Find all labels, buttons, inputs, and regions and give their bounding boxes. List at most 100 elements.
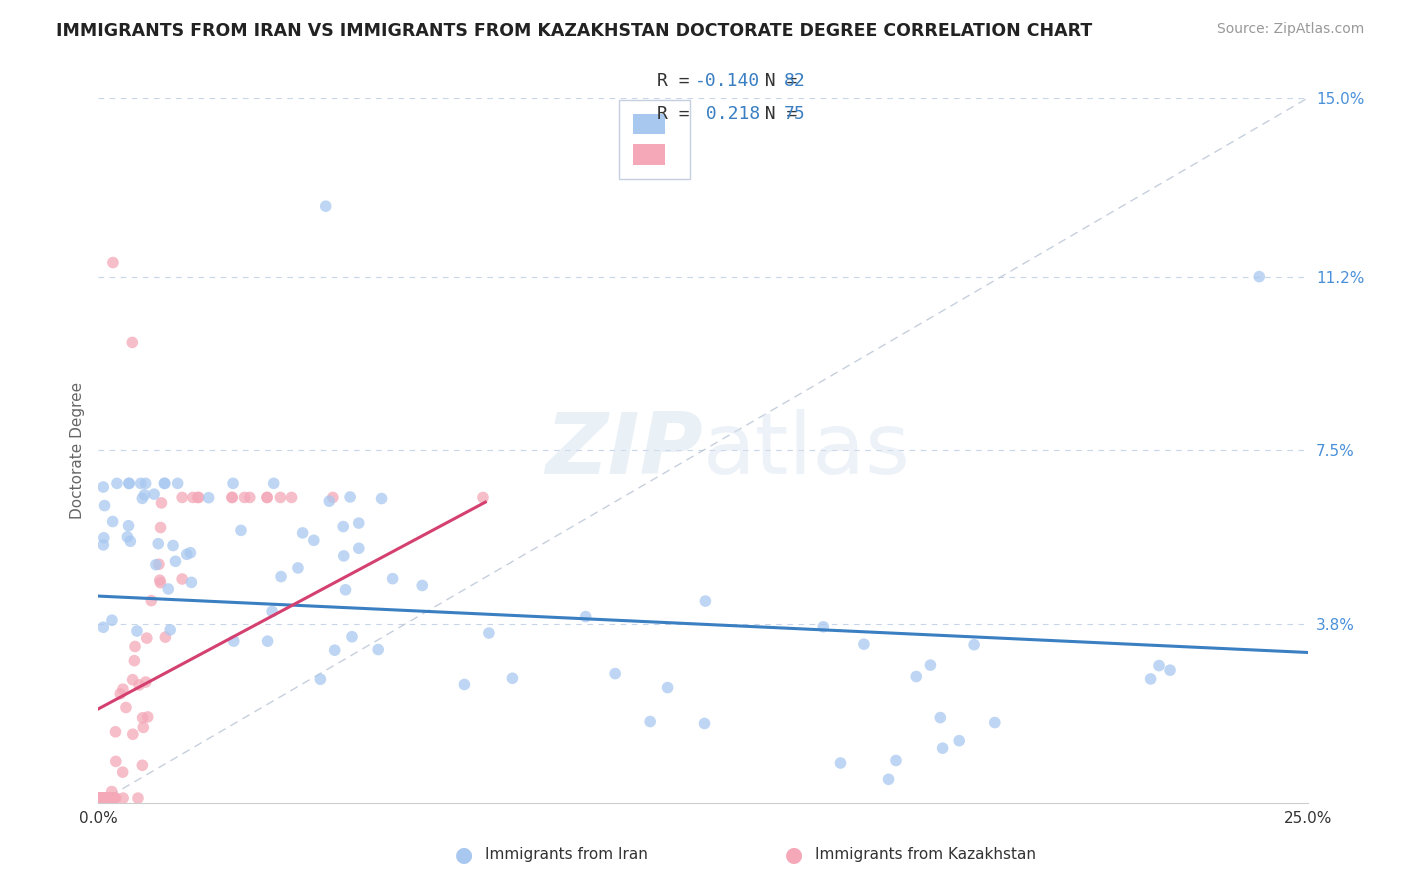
Point <box>162 539 184 553</box>
Point <box>121 335 143 350</box>
Point <box>98 791 121 805</box>
Point <box>103 791 125 805</box>
Point <box>929 710 952 724</box>
Point <box>501 671 523 685</box>
Point <box>93 791 115 805</box>
Point <box>101 255 124 269</box>
Point <box>134 488 156 502</box>
Point <box>93 538 115 552</box>
Text: Immigrants from Kazakhstan: Immigrants from Kazakhstan <box>815 847 1036 862</box>
Point <box>131 758 153 772</box>
Point <box>347 541 370 556</box>
Point <box>91 791 114 805</box>
Point <box>478 626 501 640</box>
Point <box>124 640 146 654</box>
Point <box>117 530 139 544</box>
Text: ●: ● <box>456 845 472 864</box>
Point <box>103 791 125 805</box>
Point <box>153 476 176 491</box>
Point <box>136 710 159 724</box>
Point <box>270 569 292 583</box>
Point <box>339 490 361 504</box>
Point <box>332 519 354 533</box>
Point <box>121 727 143 741</box>
Point <box>115 700 138 714</box>
Text: atlas: atlas <box>703 409 911 492</box>
Point <box>176 547 198 561</box>
Point <box>256 634 278 648</box>
Point <box>905 669 928 683</box>
Point <box>121 673 143 687</box>
Text: N =: N = <box>742 71 808 89</box>
Point <box>101 515 124 529</box>
Point <box>187 491 209 505</box>
Point <box>91 480 114 494</box>
Point <box>91 791 114 805</box>
Point <box>101 613 124 627</box>
Point <box>852 637 875 651</box>
Point <box>472 491 495 505</box>
Point <box>103 791 125 805</box>
Point <box>323 643 346 657</box>
Text: 82: 82 <box>785 71 806 89</box>
Point <box>340 630 363 644</box>
Point <box>135 675 157 690</box>
Point <box>411 578 433 592</box>
Point <box>94 791 117 805</box>
Point <box>197 491 219 505</box>
Point <box>93 791 115 805</box>
Point <box>120 534 142 549</box>
Y-axis label: Doctorate Degree: Doctorate Degree <box>69 382 84 519</box>
Point <box>332 549 354 563</box>
Point <box>877 772 900 787</box>
Point <box>91 791 114 805</box>
Point <box>948 733 970 747</box>
Point <box>830 756 852 770</box>
Point <box>315 199 337 213</box>
Point <box>117 518 139 533</box>
Point <box>181 491 204 505</box>
Point <box>221 491 243 505</box>
Point <box>221 491 243 505</box>
Text: N =: N = <box>742 104 808 122</box>
Point <box>1159 663 1181 677</box>
Text: IMMIGRANTS FROM IRAN VS IMMIGRANTS FROM KAZAKHSTAN DOCTORATE DEGREE CORRELATION : IMMIGRANTS FROM IRAN VS IMMIGRANTS FROM … <box>56 22 1092 40</box>
Point <box>1139 672 1161 686</box>
Point <box>101 791 124 805</box>
Point <box>90 791 112 805</box>
Point <box>291 525 314 540</box>
Point <box>91 620 114 634</box>
Point <box>91 791 114 805</box>
Point <box>367 642 389 657</box>
Point <box>180 575 202 590</box>
Point <box>141 593 163 607</box>
Point <box>1147 658 1170 673</box>
Point <box>149 573 172 587</box>
Point <box>91 791 114 805</box>
Point <box>155 630 177 644</box>
Text: Immigrants from Iran: Immigrants from Iran <box>485 847 648 862</box>
Point <box>124 654 146 668</box>
Point <box>93 791 115 805</box>
Text: R =: R = <box>657 71 700 89</box>
Point <box>93 531 115 545</box>
Point <box>269 491 291 505</box>
Point <box>118 476 141 491</box>
Point <box>112 791 135 805</box>
Point <box>104 791 127 805</box>
Point <box>159 623 181 637</box>
Point <box>657 681 679 695</box>
Point <box>280 491 302 505</box>
Point <box>605 666 627 681</box>
Point <box>239 491 262 505</box>
Point <box>110 687 132 701</box>
Point <box>381 572 404 586</box>
Point <box>318 494 340 508</box>
Point <box>963 638 986 652</box>
Point <box>165 554 187 568</box>
Point <box>145 558 167 572</box>
Point <box>143 487 166 501</box>
Text: -0.140: -0.140 <box>695 71 759 89</box>
Point <box>693 716 716 731</box>
Point <box>172 572 194 586</box>
